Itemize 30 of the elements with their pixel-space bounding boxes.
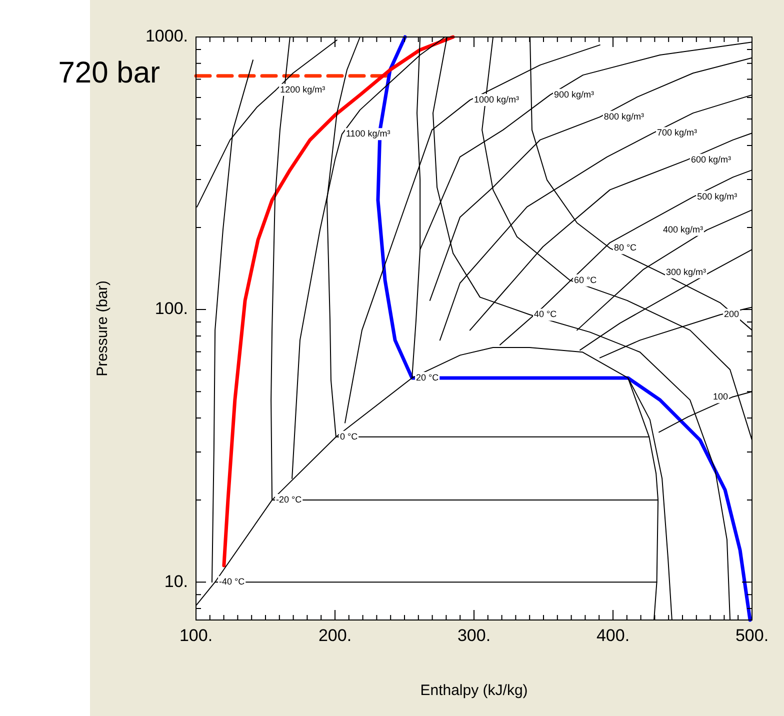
annotation: 0 °C — [340, 431, 358, 442]
annotation: 20 °C — [416, 372, 440, 382]
annotation: 600 kg/m³ — [690, 154, 731, 164]
x-tick-label: 400. — [596, 626, 630, 645]
annotation: 1200 kg/m³ — [280, 84, 326, 94]
annotation: 60 °C — [574, 274, 598, 285]
annotation: 800 kg/m³ — [604, 111, 644, 122]
y-axis-title: Pressure (bar) — [94, 280, 112, 376]
annotation: 400 kg/m³ — [662, 224, 703, 234]
annotation: -20 °C — [276, 494, 302, 505]
annotation: 900 kg/m³ — [554, 89, 594, 100]
annotation: 80 °C — [614, 242, 638, 253]
x-tick-label: 100. — [179, 626, 213, 645]
annotation: 300 kg/m³ — [666, 266, 706, 277]
text: 720 bar — [58, 56, 160, 90]
y-tick-label: 10. — [164, 572, 188, 591]
annotation: -40 °C — [219, 576, 246, 587]
x-tick-label: 300. — [457, 626, 491, 645]
y-tick-label: 100. — [154, 299, 188, 318]
annotation: 500 kg/m³ — [697, 191, 738, 202]
annotation: 1100 kg/m³ — [346, 128, 390, 139]
x-tick-label: 500. — [735, 626, 769, 645]
annotation: 100 — [712, 392, 728, 402]
x-axis-title: Enthalpy (kJ/kg) — [420, 682, 528, 700]
y-tick-label: 1000. — [145, 26, 188, 46]
annotation: 200 — [724, 309, 740, 320]
annotation: 40 °C — [534, 309, 558, 320]
x-tick-label: 200. — [318, 626, 352, 645]
annotation: 700 kg/m³ — [657, 128, 698, 138]
annotation: 1000 kg/m³ — [474, 94, 519, 105]
